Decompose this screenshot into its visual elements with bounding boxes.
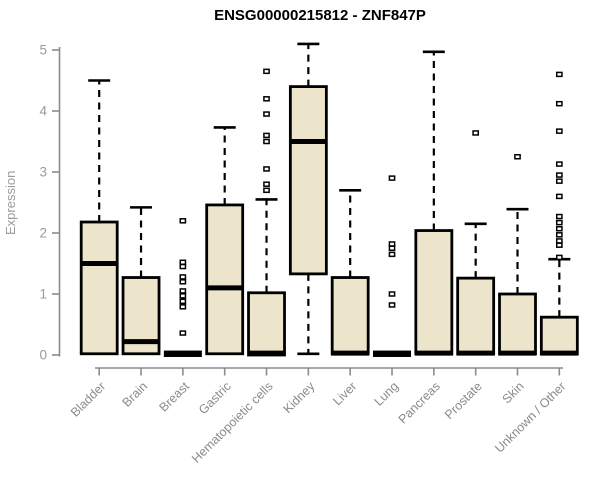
outlier-point — [179, 298, 187, 305]
outlier-point — [514, 154, 521, 160]
outlier-point — [472, 130, 480, 136]
x-category-label: Hematopoietic cells — [189, 379, 276, 466]
x-category-label: Breast — [157, 379, 193, 415]
outlier-point — [555, 242, 563, 248]
y-tick-label: 5 — [39, 43, 47, 58]
x-category-label: Prostate — [442, 379, 485, 422]
outlier-point — [263, 68, 270, 75]
outlier-point — [555, 178, 563, 184]
outlier-point — [263, 111, 270, 117]
y-tick-label: 4 — [39, 104, 47, 119]
outlier-point — [263, 187, 270, 194]
outlier-point — [179, 259, 187, 266]
x-category-label: Unknown / Other — [492, 379, 568, 455]
outlier-point — [555, 172, 563, 178]
y-tick-label: 2 — [39, 226, 47, 241]
outlier-point — [263, 166, 270, 172]
outlier-point — [263, 138, 270, 145]
outlier-point — [263, 181, 270, 187]
outlier-point — [388, 251, 396, 258]
x-category-label: Skin — [500, 379, 527, 406]
outlier-point — [388, 245, 396, 251]
outlier-point — [555, 71, 563, 78]
box — [498, 292, 537, 356]
box — [414, 229, 454, 356]
box — [79, 220, 119, 356]
outlier-point — [555, 100, 563, 107]
outlier-point — [555, 254, 563, 261]
x-category-label: Brain — [120, 379, 151, 410]
outlier-point — [179, 263, 187, 270]
y-tick-label: 1 — [39, 287, 47, 302]
outlier-point — [555, 238, 563, 244]
x-category-label: Gastric — [196, 379, 234, 417]
outlier-point — [555, 232, 563, 238]
box — [247, 291, 286, 357]
x-category-label: Liver — [330, 379, 359, 408]
box — [539, 315, 579, 356]
x-category-label: Bladder — [68, 379, 108, 419]
x-category-label: Lung — [372, 379, 402, 409]
x-category-label: Kidney — [281, 379, 318, 416]
outlier-point — [388, 241, 396, 247]
y-tick-label: 3 — [39, 165, 47, 180]
outlier-point — [263, 132, 270, 139]
outlier-point — [179, 218, 187, 224]
outlier-point — [179, 279, 187, 285]
outlier-point — [179, 274, 187, 280]
outlier-point — [388, 291, 396, 297]
collapsed-box — [373, 350, 412, 357]
outlier-point — [179, 330, 187, 336]
outlier-point — [555, 219, 563, 226]
outlier-point — [388, 302, 396, 308]
outlier-point — [263, 96, 270, 102]
chart-title: ENSG00000215812 - ZNF847P — [214, 7, 426, 24]
outlier-point — [555, 193, 563, 200]
outlier-point — [555, 213, 563, 220]
outlier-point — [555, 128, 563, 134]
box — [288, 85, 328, 276]
box — [456, 276, 496, 356]
box — [330, 276, 370, 356]
outlier-point — [179, 293, 187, 299]
y-tick-label: 0 — [39, 348, 47, 363]
outlier-point — [179, 288, 187, 294]
outlier-point — [555, 161, 563, 167]
outlier-point — [388, 175, 396, 181]
outlier-point — [179, 304, 187, 310]
collapsed-box — [163, 350, 202, 357]
outlier-point — [555, 225, 563, 232]
box — [205, 203, 245, 356]
x-category-label: Pancreas — [396, 379, 443, 426]
